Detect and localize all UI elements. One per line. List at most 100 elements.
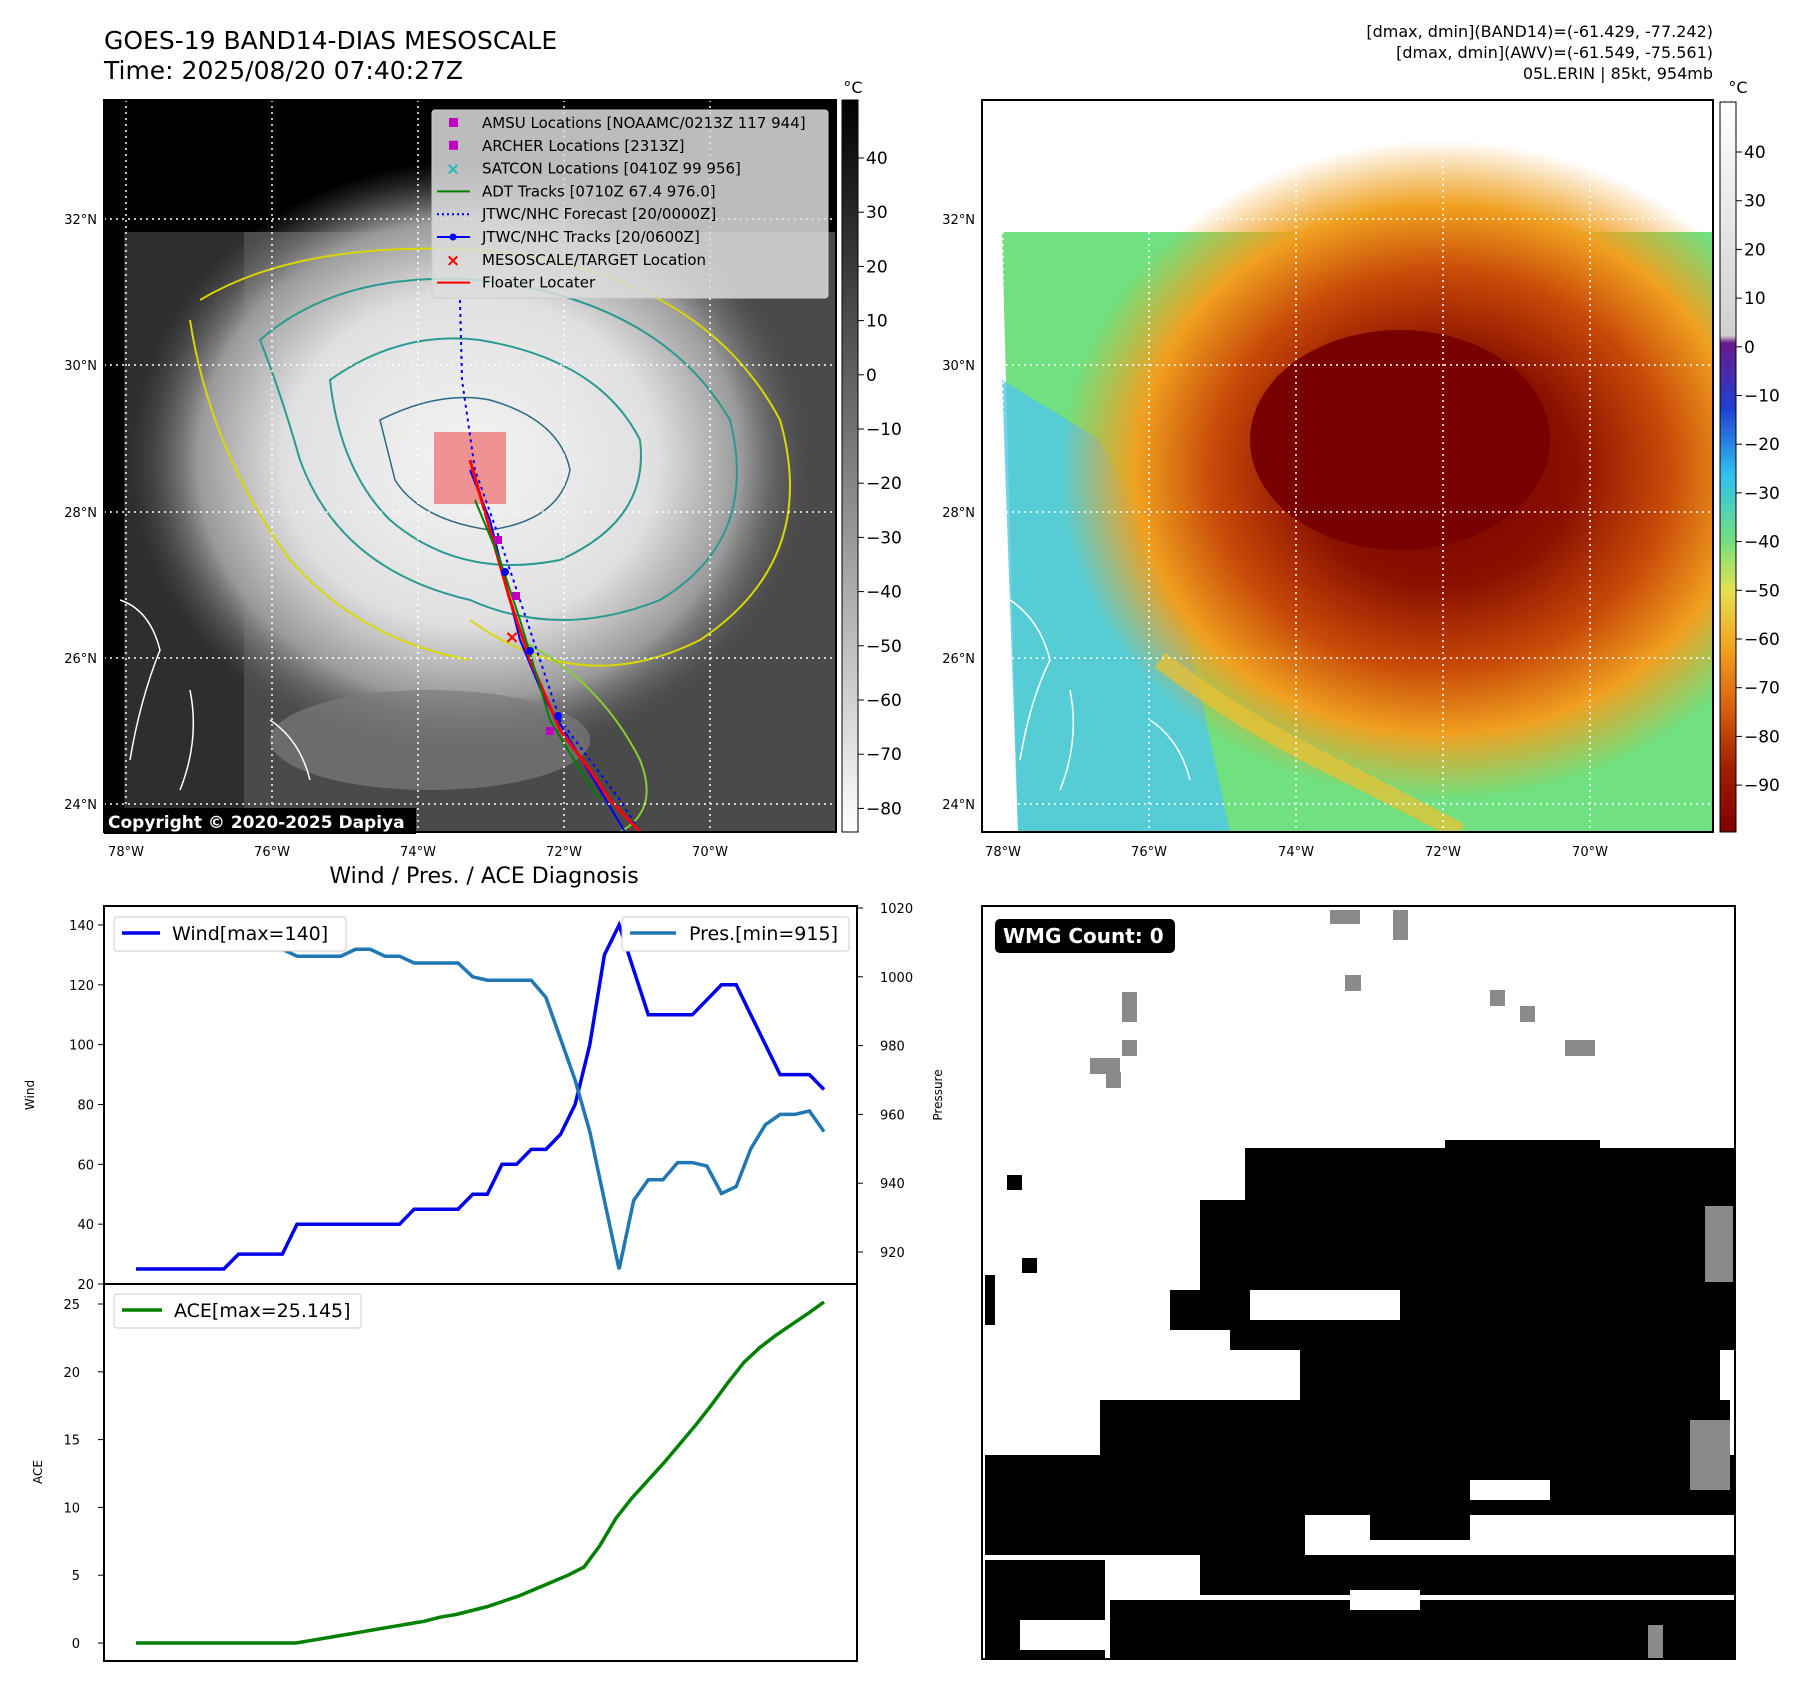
ir-colorbar-tick: −20 — [866, 474, 902, 494]
diagnosis-title: Wind / Pres. / ACE Diagnosis — [329, 864, 639, 889]
legend-item-label: JTWC/NHC Tracks [20/0600Z] — [481, 228, 700, 246]
figure-title: GOES-19 BAND14-DIAS MESOSCALE — [104, 26, 558, 55]
awv-range: [dmax, dmin](AWV)=(-61.549, -75.561) — [1396, 43, 1713, 62]
ir-colorbar-tick: 0 — [866, 366, 877, 386]
figure-time: Time: 2025/08/20 07:40:27Z — [104, 56, 463, 85]
awv-colorbar-tick: −70 — [1744, 679, 1780, 699]
legend-item-label: JTWC/NHC Forecast [20/0000Z] — [481, 205, 716, 223]
wind-tick: 80 — [77, 1099, 94, 1114]
left-lon-tick: 74°W — [400, 845, 436, 860]
pressure-axis-label: Pressure — [931, 1069, 945, 1120]
wind-tick: 100 — [69, 1039, 94, 1054]
awv-colorbar-tick: −60 — [1744, 630, 1780, 650]
left-lon-tick: 70°W — [692, 845, 728, 860]
awv-colorbar-tick: −50 — [1744, 581, 1780, 601]
wind-tick: 140 — [69, 919, 94, 934]
legend-item-label: MESOSCALE/TARGET Location — [482, 251, 706, 269]
awv-colorbar-tick: 10 — [1744, 289, 1766, 309]
left-lat-tick: 24°N — [64, 798, 97, 813]
wind-tick: 120 — [69, 979, 94, 994]
awv-colorbar-tick: 20 — [1744, 240, 1766, 260]
wind-legend-label: Wind[max=140] — [172, 923, 328, 945]
ace-series-line — [136, 1300, 826, 1645]
ace-tick: 10 — [63, 1501, 80, 1516]
left-lat-tick: 26°N — [64, 652, 97, 667]
awv-colorbar-tick: −20 — [1744, 435, 1780, 455]
ace-tick: 20 — [63, 1366, 80, 1381]
pressure-tick: 980 — [880, 1040, 905, 1055]
ir-colorbar-tick: −30 — [866, 528, 902, 548]
pressure-legend-label: Pres.[min=915] — [689, 923, 838, 945]
wind-legend: Wind[max=140] — [113, 916, 347, 952]
legend-item-label: ARCHER Locations [2313Z] — [482, 137, 685, 155]
ace-axis-label: ACE — [31, 1460, 45, 1484]
ir-colorbar-tick: 10 — [866, 312, 888, 332]
left-lat-tick: 28°N — [64, 506, 97, 521]
right-lon-tick: 78°W — [985, 845, 1021, 860]
awv-colorbar-tick: −30 — [1744, 484, 1780, 504]
right-lon-tick: 70°W — [1572, 845, 1608, 860]
legend-item: Floater Locater — [437, 274, 596, 292]
legend-item: ADT Tracks [0710Z 67.4 976.0] — [437, 182, 716, 200]
awv-colorbar: °C 40 30 20 10 0 −10 −20 −30 −40 −50 −60 −70 −80 −90 — [1719, 78, 1780, 833]
wind-axis-label: Wind — [23, 1080, 37, 1110]
right-lat-tick: 32°N — [942, 213, 975, 228]
right-lat-tick: 26°N — [942, 652, 975, 667]
left-lon-tick: 78°W — [108, 845, 144, 860]
svg-text:×: × — [446, 160, 460, 180]
left-lat-tick: 30°N — [64, 359, 97, 374]
ace-panel: 25 20 15 10 5 0 ACE ACE[max=25.145] — [31, 1283, 858, 1662]
awv-colorbar-tick: 0 — [1744, 338, 1755, 358]
ace-tick: 15 — [63, 1434, 80, 1449]
awv-colorbar-tick: −80 — [1744, 727, 1780, 747]
ace-tick: 0 — [72, 1637, 80, 1652]
wmg-panel: WMG Count: 0 — [981, 905, 1736, 1660]
ir-colorbar: °C 40 30 20 10 0 −10 −20 −30 −40 −50 −60 −70 −80 — [841, 78, 902, 833]
ir-colorbar-unit: °C — [843, 78, 862, 97]
awv-map — [981, 99, 1714, 833]
right-lat-tick: 28°N — [942, 506, 975, 521]
left-lon-tick: 76°W — [254, 845, 290, 860]
pressure-tick: 1000 — [880, 971, 913, 986]
ir-colorbar-tick: 30 — [866, 203, 888, 223]
ir-map: × Copyright © 2020-2025 Dapiya — [103, 99, 837, 834]
svg-text:×: × — [446, 251, 460, 271]
pressure-tick: 960 — [880, 1108, 905, 1123]
ace-legend: ACE[max=25.145] — [113, 1293, 362, 1329]
legend-item-label: SATCON Locations [0410Z 99 956] — [482, 160, 741, 178]
wind-tick: 20 — [77, 1278, 94, 1293]
legend-item: AMSU Locations [NOAAMC/0213Z 117 944] — [449, 114, 806, 132]
wind-pressure-panel: 140 120 100 80 60 40 20 1020 1000 980 960 940 920 W… — [23, 902, 945, 1293]
map-legend: AMSU Locations [NOAAMC/0213Z 117 944] ARC… — [431, 109, 829, 299]
awv-colorbar-tick: −40 — [1744, 533, 1780, 553]
left-lat-tick: 32°N — [64, 213, 97, 228]
awv-colorbar-tick: −90 — [1744, 776, 1780, 796]
right-lon-tick: 76°W — [1131, 845, 1167, 860]
legend-item: × MESOSCALE/TARGET Location — [446, 251, 706, 271]
ir-colorbar-tick: −80 — [866, 799, 902, 819]
legend-item-label: AMSU Locations [NOAAMC/0213Z 117 944] — [482, 114, 806, 132]
awv-colorbar-tick: 30 — [1744, 192, 1766, 212]
pressure-tick: 920 — [880, 1246, 905, 1261]
left-lon-tick: 72°W — [546, 845, 582, 860]
ir-colorbar-tick: −10 — [866, 420, 902, 440]
storm-info: 05L.ERIN | 85kt, 954mb — [1522, 64, 1713, 83]
legend-item: JTWC/NHC Tracks [20/0600Z] — [437, 228, 700, 246]
ir-colorbar-tick: 20 — [866, 257, 888, 277]
awv-colorbar-tick: 40 — [1744, 143, 1766, 163]
band14-range: [dmax, dmin](BAND14)=(-61.429, -77.242) — [1366, 22, 1713, 41]
ir-colorbar-tick: −60 — [866, 691, 902, 711]
right-lon-tick: 74°W — [1278, 845, 1314, 860]
copyright-label: Copyright © 2020-2025 Dapiya — [108, 813, 405, 833]
legend-item-label: ADT Tracks [0710Z 67.4 976.0] — [482, 182, 716, 200]
legend-item: ARCHER Locations [2313Z] — [449, 137, 685, 155]
awv-colorbar-tick: −10 — [1744, 387, 1780, 407]
wind-tick: 40 — [77, 1218, 94, 1233]
wind-series-line — [136, 920, 826, 1271]
right-lat-tick: 24°N — [942, 798, 975, 813]
svg-text:×: × — [504, 627, 519, 648]
pressure-legend: Pres.[min=915] — [621, 916, 850, 952]
ir-colorbar-tick: −40 — [866, 583, 902, 603]
legend-item-label: Floater Locater — [482, 274, 596, 292]
